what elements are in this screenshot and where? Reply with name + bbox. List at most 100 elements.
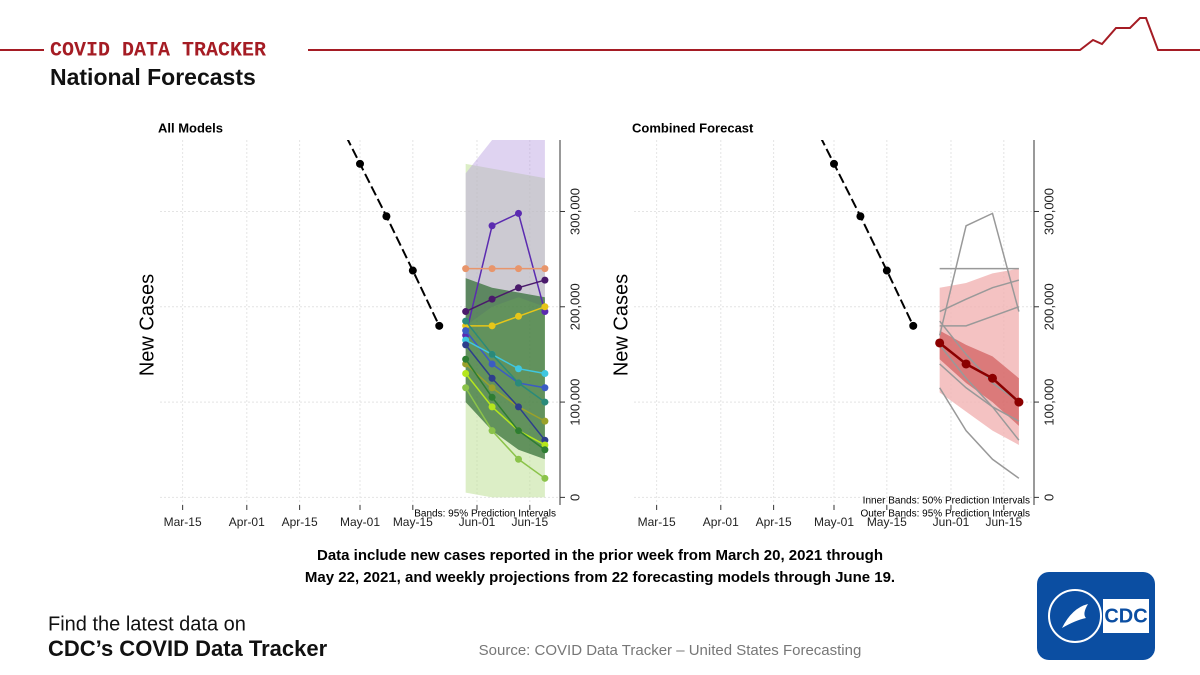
y-tick-label: 300,000 [1041, 188, 1056, 235]
x-tick-label: Jun-01 [933, 515, 970, 529]
forecast-point [935, 338, 945, 348]
forecast-point [488, 427, 496, 435]
forecast-point [462, 327, 470, 335]
x-tick-label: May-15 [867, 515, 907, 529]
x-tick-label: Apr-01 [703, 515, 739, 529]
forecast-point [541, 446, 549, 454]
chart-title: All Models [158, 120, 223, 135]
y-axis-label: New Cases [610, 274, 632, 376]
forecast-point [541, 276, 549, 284]
annotation: Inner Bands: 50% Prediction Intervals [863, 496, 1030, 507]
x-tick-label: Mar-15 [164, 515, 202, 529]
forecast-point [514, 365, 522, 373]
annotation: Bands: 95% Prediction Intervals [414, 509, 556, 520]
forecast-line [939, 306, 1020, 327]
x-tick-label: May-01 [340, 515, 380, 529]
observed-point [356, 159, 364, 168]
forecast-line [464, 212, 546, 336]
cdc-logo: CDC [1037, 572, 1155, 660]
observed-point [382, 212, 391, 221]
x-tick-label: Apr-15 [756, 515, 792, 529]
prediction-band [465, 140, 545, 326]
forecast-point [488, 403, 496, 411]
source: Source: COVID Data Tracker – United Stat… [479, 642, 862, 659]
plot-area [330, 107, 549, 498]
chart: Mar-15 Apr-01 Apr-15 May-01 May-15 Jun-01 Jun-… [136, 107, 582, 529]
prediction-band [939, 330, 1019, 426]
forecast-point [488, 265, 496, 273]
forecast-point [514, 209, 522, 217]
footer-lead: Find the latest data on [48, 613, 246, 635]
observed-point [882, 266, 891, 275]
caption: Data include new cases reported in the p… [317, 547, 883, 564]
observed-point [330, 107, 338, 115]
x-tick-label: Mar-15 [638, 515, 676, 529]
y-tick-label: 300,000 [567, 188, 582, 235]
y-axis-label: New Cases [136, 274, 158, 376]
footer-link[interactable]: CDC’s COVID Data Tracker [48, 636, 328, 661]
forecast-point [987, 373, 997, 383]
x-tick-label: May-15 [393, 515, 433, 529]
forecast-point [488, 384, 496, 392]
forecast-point [488, 322, 496, 330]
forecast-point [514, 403, 522, 411]
forecast-line [939, 363, 1020, 422]
caption: May 22, 2021, and weekly projections fro… [305, 569, 895, 586]
forecast-line [465, 339, 546, 375]
forecast-line [939, 279, 1020, 313]
y-tick-label: 100,000 [1041, 379, 1056, 426]
observed-point [909, 321, 918, 330]
forecast-line [465, 363, 546, 422]
forecast-point [488, 295, 496, 303]
forecast-point [514, 284, 522, 292]
forecast-line [939, 320, 1020, 403]
x-tick-label: May-01 [814, 515, 854, 529]
forecast-point [488, 360, 496, 368]
forecast-point [541, 265, 549, 273]
plot-area [820, 140, 1024, 479]
forecast-point [541, 303, 549, 311]
forecast-point [961, 359, 971, 369]
forecast-point [462, 384, 470, 392]
forecast-point [1014, 397, 1024, 407]
chart-title: Combined Forecast [632, 120, 754, 135]
forecast-line [938, 342, 1020, 404]
forecast-point [514, 427, 522, 435]
x-tick-label: Jun-15 [985, 515, 1022, 529]
forecast-point [541, 398, 549, 406]
forecast-point [462, 317, 470, 325]
annotation: Outer Bands: 95% Prediction Intervals [860, 509, 1030, 520]
page-title: National Forecasts [50, 64, 256, 90]
chart: Mar-15 Apr-01 Apr-15 May-01 May-15 Jun-01 Jun-… [610, 120, 1056, 529]
forecast-line [465, 306, 546, 327]
forecast-line [938, 212, 1020, 336]
y-tick-label: 0 [1041, 494, 1056, 501]
forecast-line [465, 279, 546, 313]
forecast-point [541, 369, 549, 377]
observed-point [435, 321, 444, 330]
forecast-point [514, 265, 522, 273]
forecast-point [462, 355, 470, 363]
x-tick-label: Jun-15 [511, 515, 548, 529]
forecast-point [462, 265, 470, 273]
x-tick-label: Apr-01 [229, 515, 265, 529]
y-tick-label: 100,000 [567, 379, 582, 426]
forecast-point [514, 379, 522, 387]
forecast-line [465, 387, 546, 479]
x-tick-label: Apr-15 [282, 515, 318, 529]
forecast-point [462, 308, 470, 316]
y-tick-label: 200,000 [1041, 283, 1056, 330]
observed-point [856, 212, 865, 221]
forecast-point [462, 341, 470, 349]
forecast-point [541, 474, 549, 482]
forecast-line [939, 344, 1020, 441]
observed-point [408, 266, 417, 275]
forecast-line [939, 387, 1020, 479]
forecast-line [465, 373, 546, 446]
x-tick-label: Jun-01 [459, 515, 496, 529]
forecast-point [488, 393, 496, 401]
forecast-line [465, 344, 546, 441]
forecast-point [514, 312, 522, 320]
forecast-line [465, 320, 546, 403]
